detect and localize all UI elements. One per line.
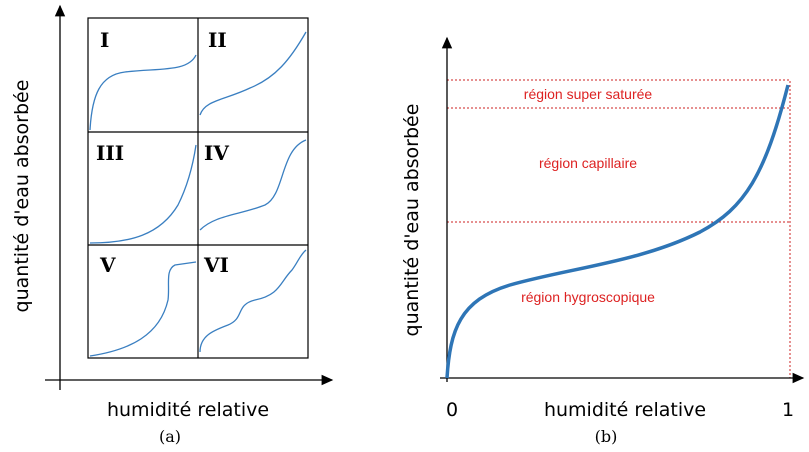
region-box <box>446 79 791 379</box>
x-end-label: 1 <box>782 399 794 421</box>
type-label: IV <box>204 141 229 165</box>
type-label: III <box>96 141 124 165</box>
curve-iii <box>89 144 197 244</box>
x-axis-label: humidité relative <box>107 399 269 421</box>
caption: (b) <box>595 427 618 446</box>
curve-iv <box>199 139 307 231</box>
y-axis-label: quantité d'eau absorbée <box>401 104 423 337</box>
x-axis-label: humidité relative <box>544 399 706 421</box>
type-label: VI <box>203 253 229 277</box>
region-label: région capillaire <box>539 155 637 171</box>
panel-a: I II III IV V VI quantité d'eau absorbée… <box>11 4 334 446</box>
curve-vi <box>199 249 307 353</box>
y-axis-label: quantité d'eau absorbée <box>11 80 33 313</box>
caption: (a) <box>159 427 181 446</box>
panel-b: région super saturée région capillaire r… <box>401 36 805 446</box>
curve-v <box>89 261 197 357</box>
curve-ii <box>199 31 307 116</box>
type-label: I <box>100 28 109 52</box>
curve-i <box>89 54 197 131</box>
isotherm-curve <box>445 84 790 379</box>
type-label: V <box>99 253 116 277</box>
type-label: II <box>208 28 227 52</box>
region-label: région hygroscopique <box>521 289 655 305</box>
x-start-label: 0 <box>446 399 458 421</box>
region-label: région super saturée <box>524 86 653 102</box>
